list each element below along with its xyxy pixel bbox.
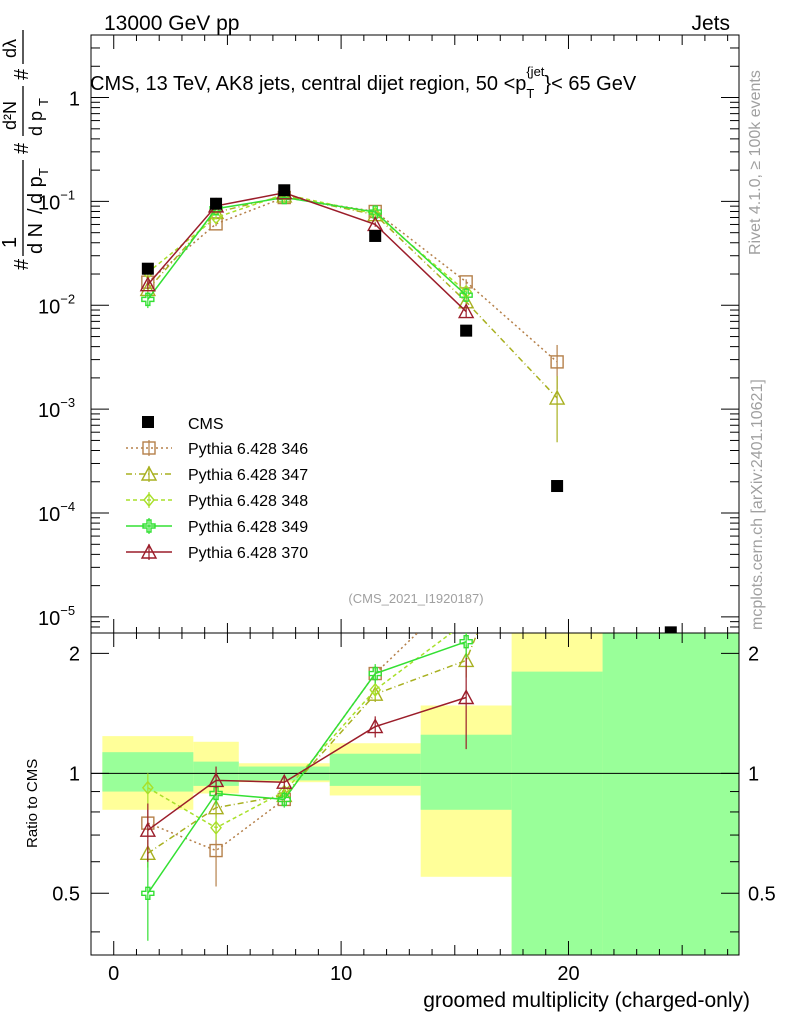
- legend-marker-2: [143, 492, 155, 508]
- ratio-point: [277, 792, 291, 807]
- legend-label-cms: CMS: [188, 416, 224, 433]
- main-y-axis-label: # 1 d N / d p T # d²N d p T # dλ: [0, 30, 51, 270]
- band-stat-6: [602, 633, 739, 955]
- main-point: [139, 276, 157, 292]
- main-y-tick-label: 10−4: [38, 499, 75, 526]
- header-energy: 13000 GeV pp: [104, 12, 239, 35]
- main-series-line-1: [147, 195, 558, 399]
- main-y-tick-label: 10−3: [38, 395, 75, 422]
- x-axis-label: groomed multiplicity (charged-only): [423, 989, 750, 1012]
- svg-text:#: #: [11, 258, 33, 270]
- legend-label-3: Pythia 6.428 349: [188, 519, 308, 536]
- ratio-point: [368, 666, 382, 681]
- ratio-y-axis-label: Ratio to CMS: [24, 759, 41, 848]
- legend-label-2: Pythia 6.428 348: [188, 493, 308, 510]
- main-series-group: [139, 184, 677, 633]
- svg-text:T: T: [36, 168, 51, 176]
- legend-marker-4: [140, 543, 158, 559]
- ratio-point: [141, 780, 154, 795]
- cms-data-point: [664, 626, 677, 633]
- ratio-y-tick-label-right: 2: [748, 643, 759, 665]
- mcplots-label: mcplots.cern.ch [arXiv:2401.10621]: [749, 379, 766, 630]
- x-tick-label: 20: [557, 963, 579, 985]
- legend-marker-3: [142, 519, 156, 533]
- ratio-y-tick-label-right: 0.5: [748, 883, 776, 905]
- band-stat-5: [511, 671, 603, 955]
- ratio-point: [207, 799, 225, 815]
- svg-text:/: /: [25, 208, 47, 214]
- main-y-tick-label: 10−5: [38, 603, 75, 630]
- svg-text:1: 1: [0, 237, 21, 248]
- ratio-point: [369, 682, 382, 697]
- main-point: [459, 275, 473, 289]
- svg-text:d p: d p: [25, 176, 47, 204]
- x-tick-label: 10: [330, 963, 352, 985]
- svg-text:T: T: [36, 98, 51, 106]
- header-category: Jets: [691, 12, 730, 35]
- main-series-line-0: [147, 196, 558, 363]
- main-y-tick-label: 10−1: [38, 187, 75, 214]
- svg-text:dλ: dλ: [0, 39, 20, 58]
- main-point: [368, 205, 382, 219]
- ratio-point: [459, 634, 473, 649]
- ratio-y-tick-label-right: 1: [748, 763, 759, 785]
- plot-title: CMS, 13 TeV, AK8 jets, central dijet reg…: [90, 64, 637, 101]
- svg-text:d N: d N: [25, 223, 47, 254]
- legend-marker-cms: [142, 416, 154, 428]
- legend-label-1: Pythia 6.428 347: [188, 467, 308, 484]
- analysis-id-watermark: (CMS_2021_I1920187): [348, 591, 483, 606]
- main-point: [141, 292, 155, 307]
- main-point: [210, 210, 222, 225]
- ratio-y-tick-label: 2: [69, 643, 80, 665]
- legend-marker-0: [142, 441, 156, 455]
- ratio-point: [457, 689, 475, 705]
- svg-text:#: #: [11, 142, 33, 154]
- main-point: [457, 303, 475, 319]
- main-series-line-2: [147, 193, 467, 293]
- svg-text:d p: d p: [26, 111, 46, 136]
- legend: CMS Pythia 6.428 346 Pythia 6.428 347 Pythi…: [126, 416, 308, 562]
- x-tick-label: 0: [108, 963, 119, 985]
- cms-data-point: [460, 324, 473, 337]
- ratio-point: [210, 820, 222, 835]
- main-series-line-3: [147, 196, 467, 300]
- ratio-uncertainty-bands: [102, 633, 739, 955]
- main-point: [459, 288, 473, 302]
- ratio-point: [141, 886, 155, 900]
- main-y-tick-label: 1: [69, 89, 80, 111]
- legend-label-0: Pythia 6.428 346: [188, 441, 308, 458]
- cms-data-point: [141, 262, 154, 275]
- ratio-series-line-2: [147, 633, 453, 829]
- ratio-point: [551, 292, 563, 304]
- svg-text:#: #: [11, 68, 33, 80]
- ratio-y-tick-label: 0.5: [52, 883, 80, 905]
- ratio-series-group: [139, 292, 563, 941]
- ratio-point: [276, 773, 293, 789]
- band-stat-3: [329, 753, 421, 786]
- main-point: [548, 389, 566, 405]
- main-plot-frame: [90, 34, 740, 634]
- cms-data-point: [278, 184, 291, 197]
- ratio-point: [209, 786, 223, 801]
- ratio-y-tick-label: 1: [69, 763, 80, 785]
- ratio-plot-frame: [90, 632, 740, 956]
- ratio-point: [461, 616, 471, 628]
- rivet-version-label: Rivet 4.1.0, ≥ 100k events: [747, 70, 764, 255]
- main-y-tick-label: 10−2: [38, 291, 75, 318]
- ratio-point: [209, 843, 223, 858]
- main-point: [550, 355, 564, 369]
- ratio-point: [367, 718, 384, 734]
- legend-marker-1: [140, 465, 158, 481]
- cms-data-point: [210, 197, 223, 210]
- cms-data-point: [369, 229, 382, 242]
- ratio-point: [139, 821, 157, 837]
- legend-label-4: Pythia 6.428 370: [188, 545, 308, 562]
- axis-ticks: [91, 34, 739, 955]
- svg-text:d²N: d²N: [0, 101, 20, 130]
- ratio-point: [207, 771, 225, 788]
- ratio-series-line-1: [147, 633, 479, 854]
- cms-data-point: [551, 480, 564, 493]
